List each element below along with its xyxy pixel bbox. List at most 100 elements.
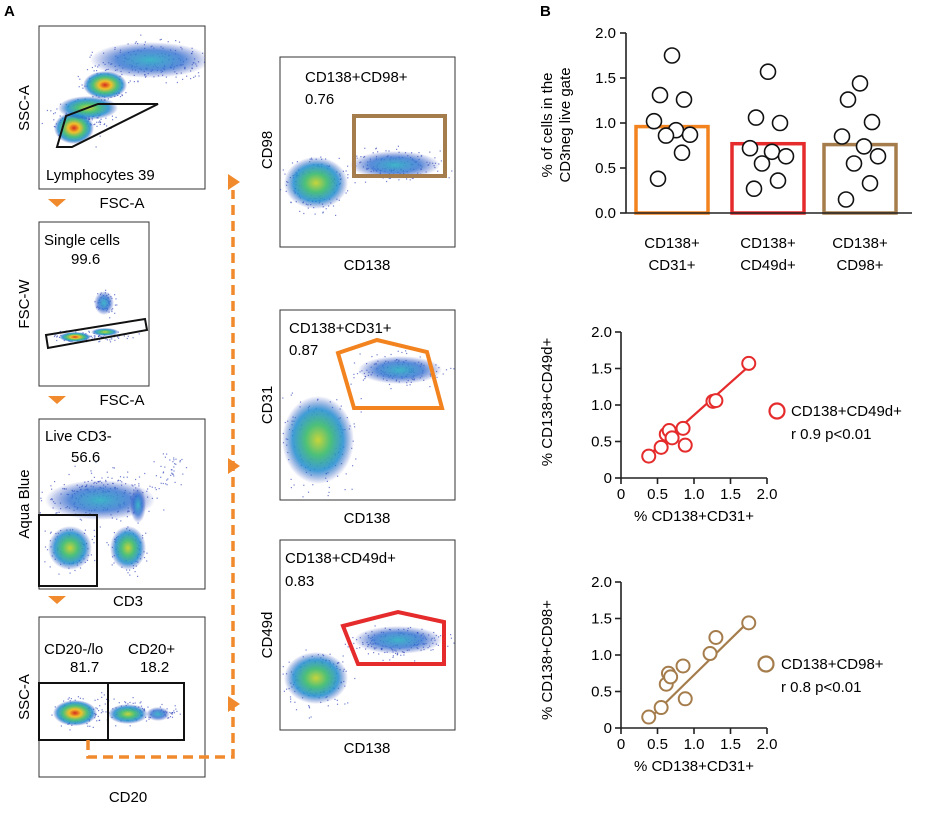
event-dot: [112, 467, 114, 469]
event-dot: [113, 562, 115, 564]
event-dot: [164, 456, 166, 458]
category-label: CD138+: [832, 235, 888, 252]
gate-label: CD138+CD49d+: [285, 550, 396, 567]
event-dot: [113, 698, 115, 700]
connector-arrow: [228, 174, 240, 190]
live-cd3neg-gate: [38, 514, 98, 587]
event-dot: [121, 94, 123, 97]
density-blob: [358, 356, 442, 384]
event-dot: [296, 161, 298, 163]
event-dot: [290, 698, 292, 700]
event-dot: [175, 463, 177, 465]
event-dot: [140, 701, 142, 703]
event-dot: [116, 304, 118, 306]
x-axis-label: CD20: [109, 789, 147, 806]
event-dot: [406, 178, 408, 180]
y-axis-label: Aqua Blue: [16, 469, 33, 538]
event-dot: [390, 353, 392, 356]
data-point: [651, 86, 669, 104]
event-dot: [429, 151, 431, 153]
single-cells-gate: [44, 317, 149, 350]
data-point: [777, 148, 795, 165]
density-blob: [48, 526, 92, 570]
event-dot: [290, 394, 292, 396]
event-dot: [398, 179, 400, 181]
event-dot: [308, 707, 311, 709]
event-dot: [74, 465, 76, 467]
category-label: CD98+: [836, 257, 883, 274]
event-dot: [344, 643, 346, 645]
event-dot: [162, 453, 164, 455]
event-dot: [89, 725, 91, 727]
event-dot: [359, 647, 361, 649]
event-dot: [312, 484, 314, 486]
data-point: [708, 393, 724, 409]
event-dot: [69, 729, 71, 731]
event-dot: [320, 156, 322, 158]
event-dot: [100, 336, 102, 338]
density-blob: [91, 328, 119, 336]
event-dot: [344, 703, 346, 705]
event-dot: [282, 397, 284, 399]
event-dot: [98, 710, 100, 712]
event-dot: [336, 699, 338, 701]
event-dot: [94, 335, 96, 337]
plot-frame: [279, 56, 456, 248]
event-dot: [197, 72, 200, 74]
event-dot: [336, 703, 339, 705]
event-dot: [282, 169, 284, 171]
density-blob: [108, 704, 148, 724]
event-dot: [129, 80, 131, 82]
event-dot: [437, 170, 439, 172]
event-dot: [359, 353, 361, 355]
event-dot: [106, 125, 108, 127]
event-dot: [275, 194, 276, 195]
event-dot: [88, 331, 90, 333]
data-point: [839, 91, 857, 108]
event-dot: [360, 411, 362, 413]
event-dot: [95, 146, 97, 148]
event-dot: [53, 113, 55, 115]
data-point: [673, 144, 691, 161]
event-dot: [104, 703, 106, 705]
gate-value: 81.7: [70, 659, 99, 676]
event-dot: [355, 458, 357, 460]
event-dot: [401, 351, 403, 354]
event-dot: [51, 714, 53, 716]
event-dot: [90, 54, 92, 56]
event-dot: [303, 484, 305, 486]
event-dot: [151, 486, 153, 488]
density-blob: [282, 396, 354, 484]
event-dot: [120, 520, 122, 522]
event-dot: [345, 192, 347, 194]
event-dot: [170, 474, 172, 476]
event-dot: [111, 338, 113, 340]
event-dot: [414, 660, 416, 662]
event-dot: [409, 384, 411, 386]
legend-marker: [757, 655, 775, 673]
event-dot: [102, 711, 104, 713]
event-dot: [94, 535, 96, 537]
event-dot: [111, 310, 113, 313]
event-dot: [439, 150, 441, 152]
event-dot: [327, 705, 329, 707]
y-axis-label: FSC-W: [16, 279, 33, 329]
data-point: [833, 128, 851, 145]
data-point: [641, 448, 657, 464]
event-dot: [190, 78, 192, 80]
data-point: [855, 138, 873, 155]
plot-frame: [38, 616, 206, 778]
event-dot: [314, 213, 316, 215]
event-dot: [51, 488, 53, 490]
event-dot: [290, 487, 292, 489]
event-dot: [447, 645, 449, 647]
event-dot: [94, 337, 96, 339]
event-dot: [174, 463, 176, 465]
data-points: [645, 47, 887, 208]
x-tick-label: 1.5: [720, 736, 741, 753]
event-dot: [167, 717, 169, 719]
event-dot: [144, 472, 146, 475]
data-point: [845, 155, 863, 172]
event-dot: [56, 108, 58, 110]
event-dot: [364, 147, 366, 149]
